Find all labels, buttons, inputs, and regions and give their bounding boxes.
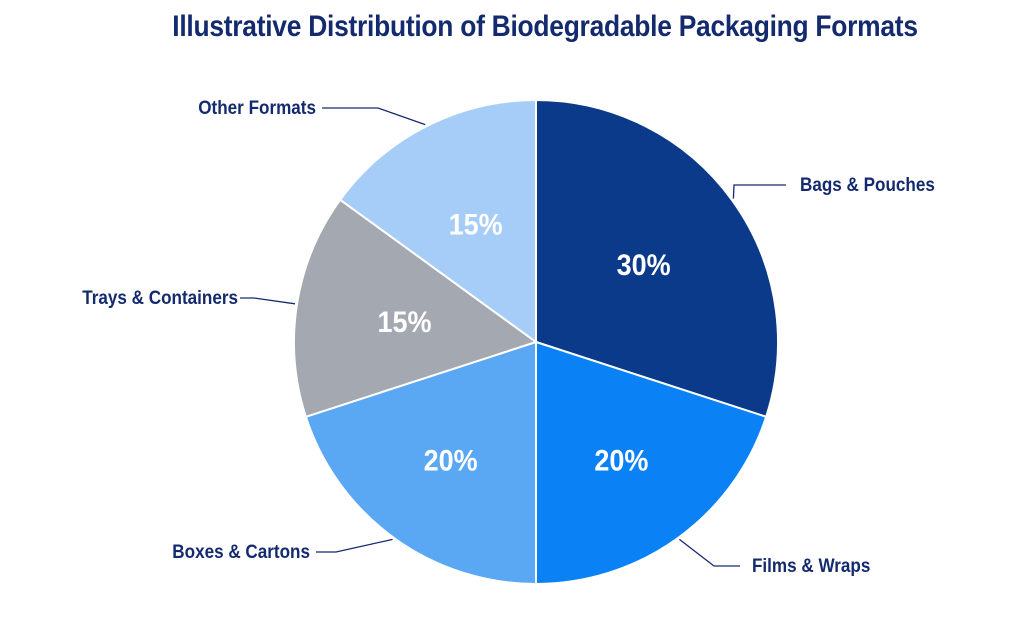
chart-title: Illustrative Distribution of Biodegradab…: [172, 10, 918, 43]
slice-label-other-formats: Other Formats: [198, 97, 316, 118]
pie-slice-boxes-cartons: [304, 340, 537, 586]
slice-label-trays-containers: Trays & Containers: [82, 287, 238, 308]
pie-slice-trays-containers: [293, 198, 539, 419]
leader-line-bags-pouches: [732, 184, 786, 199]
pie-slice-other-formats: [338, 98, 537, 344]
slice-percent-trays-containers: 15%: [378, 306, 432, 340]
slice-label-films-wraps: Films & Wraps: [752, 555, 870, 576]
leader-line-boxes-cartons: [316, 538, 393, 553]
slice-percent-films-wraps: 20%: [594, 444, 648, 478]
leader-line-films-wraps: [679, 538, 740, 567]
slice-label-bags-pouches: Bags & Pouches: [800, 174, 935, 195]
slice-percent-bags-pouches: 30%: [617, 248, 671, 282]
slice-percent-other-formats: 15%: [449, 208, 503, 242]
slice-label-boxes-cartons: Boxes & Cartons: [172, 541, 310, 562]
slice-percent-boxes-cartons: 20%: [424, 444, 478, 478]
leader-line-trays-containers: [240, 297, 296, 305]
pie-slice-bags-pouches: [535, 98, 779, 419]
leader-line-other-formats: [322, 107, 426, 126]
pie-slice-films-wraps: [535, 340, 768, 586]
